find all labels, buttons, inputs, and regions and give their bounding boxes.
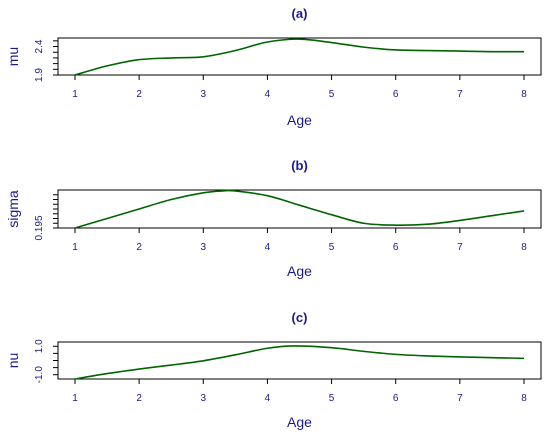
panel-a-y-axis-label: mu <box>5 47 21 66</box>
panel-c-x-tick-label: 8 <box>521 393 527 404</box>
panel-a-plot-frame <box>57 37 542 76</box>
panel-a-x-tick-label: 6 <box>393 89 399 100</box>
panel-c-x-tick-label: 7 <box>457 393 463 404</box>
panel-c-y-tick-label: -1.0 <box>34 366 45 384</box>
panel-a-x-tick-label: 5 <box>329 89 335 100</box>
panel-b-x-tick-label: 4 <box>265 242 271 253</box>
panel-a-x-tick-label: 1 <box>72 89 78 100</box>
panel-b: (b) 1 2 3 4 5 6 7 8 0.195 sigma Age <box>5 158 542 279</box>
panel-a-x-tick-label: 7 <box>457 89 463 100</box>
panel-a-x-tick-label: 4 <box>265 89 271 100</box>
panel-b-title: (b) <box>291 158 308 173</box>
panel-b-x-tick-label: 8 <box>521 242 527 253</box>
panel-a: (a) 1 2 3 4 5 6 7 8 1.9 2.4 mu Age <box>5 6 542 128</box>
panel-b-x-tick-label: 7 <box>457 242 463 253</box>
panel-b-y-tick-label: 0.195 <box>34 215 45 240</box>
panel-b-x-tick-label: 5 <box>329 242 335 253</box>
panel-b-x-axis-label: Age <box>287 263 312 279</box>
panel-b-x-tick-label: 2 <box>136 242 142 253</box>
panel-c-y-axis-label: nu <box>5 353 21 369</box>
panel-c-x-tick-label: 6 <box>393 393 399 404</box>
panel-c-x-tick-label: 2 <box>136 393 142 404</box>
panel-b-x-tick-label: 6 <box>393 242 399 253</box>
panel-a-title: (a) <box>292 6 308 21</box>
panel-c-x-axis-label: Age <box>287 414 312 430</box>
panel-c-plot-frame <box>57 341 542 380</box>
panel-c: (c) 1 2 3 4 5 6 7 8 -1.0 1.0 nu Age <box>5 310 542 430</box>
panel-a-x-tick-label: 2 <box>136 89 142 100</box>
panel-c-y-tick-label: 1.0 <box>34 339 45 353</box>
panel-c-x-tick-label: 4 <box>265 393 271 404</box>
panel-b-curve <box>74 189 525 229</box>
panel-b-x-tick-label: 3 <box>201 242 207 253</box>
panel-c-x-tick-label: 5 <box>329 393 335 404</box>
panel-c-curve <box>74 345 525 380</box>
panel-a-y-tick-label: 1.9 <box>34 68 45 82</box>
panel-c-x-tick-label: 1 <box>72 393 78 404</box>
panel-b-y-axis-label: sigma <box>5 190 21 228</box>
panel-a-curve <box>74 38 525 76</box>
panel-c-x-tick-label: 3 <box>201 393 207 404</box>
panel-a-x-tick-label: 8 <box>521 89 527 100</box>
panel-a-x-axis-label: Age <box>287 112 312 128</box>
panel-a-y-tick-label: 2.4 <box>34 39 45 53</box>
panel-a-x-tick-label: 3 <box>201 89 207 100</box>
panel-c-title: (c) <box>292 310 308 325</box>
panel-b-plot-frame <box>57 189 542 229</box>
panel-b-x-tick-label: 1 <box>72 242 78 253</box>
